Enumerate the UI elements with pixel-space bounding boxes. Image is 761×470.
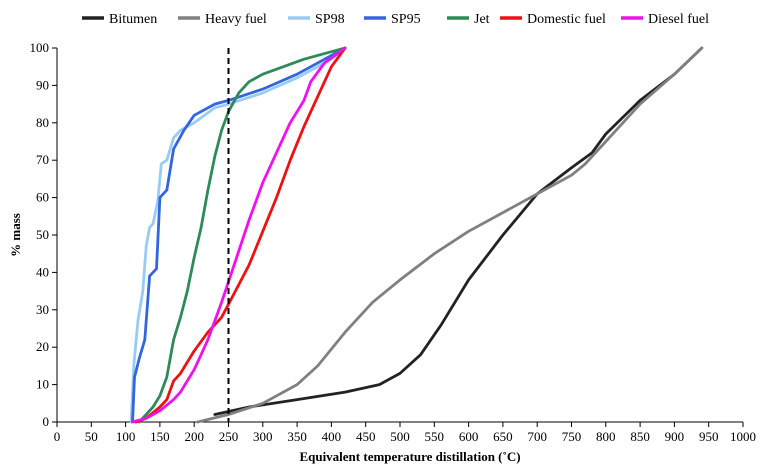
series-line-jet — [137, 46, 347, 424]
series-line-diesel-fuel — [131, 46, 347, 424]
x-tick-label: 350 — [287, 429, 307, 444]
y-tick-label: 30 — [36, 302, 49, 317]
x-axis-title: Equivalent temperature distillation (˚C) — [299, 449, 520, 464]
legend-label: Diesel fuel — [648, 12, 709, 27]
axes: 0 50 100 150 200 250 300 350 400 450 500 550 600 650 7… — [30, 40, 757, 444]
series-line-sp95 — [131, 46, 347, 424]
x-tick-label: 150 — [150, 429, 170, 444]
y-tick-label: 40 — [36, 264, 49, 279]
legend-label: Heavy fuel — [205, 12, 267, 27]
y-tick-label: 20 — [36, 339, 49, 354]
x-tick-label: 250 — [219, 429, 239, 444]
x-tick-label: 300 — [253, 429, 273, 444]
x-tick-label: 1000 — [730, 429, 756, 444]
y-tick-label: 60 — [36, 190, 49, 205]
y-tick-label: 50 — [36, 227, 49, 242]
legend-label: Domestic fuel — [527, 12, 606, 27]
x-tick-label: 900 — [665, 429, 685, 444]
y-axis-title: % mass — [8, 213, 23, 257]
x-tick-label: 550 — [425, 429, 445, 444]
x-tick-label: 850 — [630, 429, 650, 444]
x-tick-label: 750 — [562, 429, 582, 444]
series-line-domestic-fuel — [134, 46, 347, 424]
series-layer — [129, 46, 704, 424]
x-tick-label: 0 — [54, 429, 61, 444]
x-tick-label: 800 — [596, 429, 616, 444]
x-tick-label: 500 — [390, 429, 410, 444]
legend: Bitumen Heavy fuel SP98 SP95 Jet Domestic fue… — [82, 12, 709, 27]
y-tick-label: 10 — [36, 377, 49, 392]
x-tick-label: 450 — [356, 429, 376, 444]
y-tick-label: 100 — [30, 40, 50, 55]
y-tick-label: 0 — [43, 414, 50, 429]
x-tick-label: 650 — [493, 429, 513, 444]
x-tick-label: 200 — [184, 429, 204, 444]
y-tick-label: 70 — [36, 152, 49, 167]
y-tick-label: 90 — [36, 77, 49, 92]
series-line-sp98 — [129, 46, 347, 424]
x-tick-label: 400 — [322, 429, 342, 444]
legend-label: Bitumen — [109, 12, 157, 27]
legend-label: SP95 — [391, 12, 421, 27]
x-tick-label: 700 — [527, 429, 547, 444]
x-tick-label: 950 — [699, 429, 719, 444]
series-line-heavy-fuel — [196, 46, 704, 424]
x-tick-label: 100 — [116, 429, 136, 444]
legend-label: Jet — [474, 12, 490, 27]
x-tick-label: 600 — [459, 429, 479, 444]
x-tick-label: 50 — [85, 429, 98, 444]
legend-label: SP98 — [315, 12, 345, 27]
y-tick-label: 80 — [36, 115, 49, 130]
series-line-bitumen — [213, 46, 704, 416]
